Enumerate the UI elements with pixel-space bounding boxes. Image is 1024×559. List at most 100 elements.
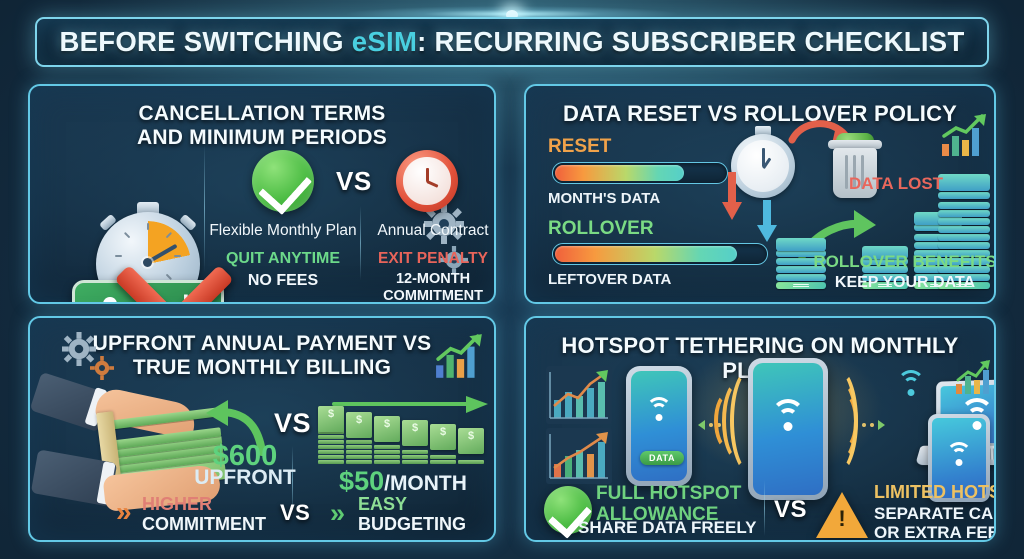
reset-label: RESET — [548, 136, 612, 157]
vs-separator: VS — [336, 166, 372, 196]
blue-arrow-down-icon — [757, 200, 777, 242]
commitment-badge-sub: COMMITMENT — [142, 514, 266, 534]
wifi-icon — [643, 397, 675, 421]
exit-sign-label: LYEXIT — [182, 290, 213, 304]
signal-wave-icon — [818, 368, 858, 474]
transfer-dots-right — [862, 420, 885, 430]
gear-icon-small — [440, 246, 468, 274]
wifi-icon — [767, 399, 809, 431]
divider-left — [204, 144, 205, 272]
sim-stack-small-icon — [862, 246, 908, 290]
rollover-progress-bar[interactable] — [552, 243, 768, 265]
leftover-data-caption: LEFTOVER DATA — [548, 271, 672, 288]
vs-separator-top: VS — [274, 408, 312, 438]
phone-icon-left: DATA — [626, 366, 692, 486]
green-arrow-right-icon — [332, 396, 488, 413]
phone-screen — [753, 363, 823, 495]
stopwatch-icon — [726, 122, 800, 200]
green-arrow-left-icon — [206, 400, 266, 456]
vs-separator: VS — [774, 496, 808, 523]
stopwatch-pin — [143, 258, 152, 267]
bar-chart-icon — [546, 428, 612, 484]
chevron-right-icon: » — [330, 498, 345, 528]
signal-wave-icon — [714, 392, 742, 450]
full-hotspot-headline: FULL HOTSPOT ALLOWANCE — [596, 483, 742, 525]
page-title: BEFORE SWITCHING eSIM: RECURRING SUBSCRI… — [59, 26, 964, 58]
banknote-stack — [402, 420, 428, 464]
title-part1: BEFORE SWITCHING — [59, 26, 352, 57]
monthly-amount-group: $50/MONTH — [318, 466, 488, 497]
red-arrow-down-icon — [722, 172, 742, 220]
panel-cancellation-terms: CANCELLATION TERMS AND MINIMUM PERIODS — [28, 84, 496, 304]
wifi-icon — [943, 442, 975, 466]
rollover-label: ROLLOVER — [548, 218, 654, 239]
annual-contract-label: Annual Contract — [377, 222, 489, 239]
gear-icon — [62, 332, 96, 366]
months-data-caption: MONTH'S DATA — [548, 190, 661, 207]
warning-triangle-icon — [816, 492, 868, 538]
divider-mid — [292, 446, 293, 514]
red-clock-icon — [396, 150, 458, 212]
panel-cancellation-title: CANCELLATION TERMS AND MINIMUM PERIODS — [137, 102, 387, 149]
bar-chart-up-icon — [436, 334, 482, 378]
running-man-icon — [86, 297, 130, 302]
panel-data-reset-rollover: DATA RESET VS ROLLOVER POLICY RESET MONT… — [524, 84, 996, 304]
no-fees-sub: NO FEES — [247, 272, 319, 289]
line-chart-icon — [546, 366, 612, 424]
stopwatch-tick — [115, 255, 122, 257]
wifi-icon-floating — [894, 370, 928, 396]
bar-chart-up-icon — [956, 360, 990, 394]
trash-lid — [828, 140, 882, 149]
data-badge: DATA — [640, 451, 685, 465]
upfront-unit: UPFRONT — [194, 466, 296, 489]
reset-progress-bar[interactable] — [552, 162, 728, 184]
budgeting-badge-sub: BUDGETING — [358, 514, 466, 534]
gear-icon-small — [90, 356, 114, 380]
rollover-progress-fill — [555, 246, 737, 262]
panel-upfront-vs-monthly: UPFRONT ANNUAL PAYMENT VS TRUE MONTHLY BI… — [28, 316, 496, 542]
clock-face — [403, 157, 451, 205]
signal-wave-icon — [730, 368, 770, 474]
banknote-stack — [458, 428, 484, 464]
rollover-benefits-label: ROLLOVER BENEFITS — [813, 252, 996, 271]
title-banner: BEFORE SWITCHING eSIM: RECURRING SUBSCRI… — [35, 17, 989, 67]
sim-stack-base-icon — [776, 238, 826, 290]
trash-icon — [826, 130, 884, 200]
title-accent-esim: eSIM — [351, 26, 418, 57]
vs-separator-bottom: VS — [280, 500, 311, 525]
higher-badge: HIGHER — [142, 494, 213, 514]
stopwatch-tick — [174, 255, 181, 257]
monthly-unit: /MONTH — [384, 472, 467, 495]
stopwatch-hand-minute — [762, 148, 765, 167]
banknote-stack — [374, 416, 400, 464]
banknote-stack — [318, 406, 344, 464]
chevron-right-icon: » — [116, 496, 131, 527]
divider-mid — [764, 480, 765, 536]
sim-stack-large-icon — [938, 174, 990, 290]
banknote-stack — [430, 424, 456, 464]
commitment-sub: 12-MONTH COMMITMENT — [383, 271, 483, 304]
quit-anytime-highlight: QUIT ANYTIME — [225, 250, 341, 267]
signal-wave-icon — [722, 380, 756, 462]
banknote-stack — [346, 412, 372, 464]
panel-hotspot-tethering: HOTSPOT TETHERING ON MONTHLY PLANS — [524, 316, 996, 542]
upfront-amount: $600 — [212, 440, 278, 472]
reset-progress-fill — [555, 165, 684, 181]
laptop-icon — [915, 378, 994, 468]
keep-your-data-sub: KEEP YOUR DATA — [834, 274, 976, 291]
flexible-plan-label: Flexible Monthly Plan — [209, 222, 357, 239]
trash-body — [833, 148, 877, 198]
stopwatch-crown — [755, 126, 771, 136]
share-data-freely-sub: SHARE DATA FREELY — [578, 518, 757, 537]
phone-icon-center[interactable] — [748, 358, 828, 500]
exit-penalty-highlight: EXIT PENALTY — [378, 250, 488, 267]
panel-datareset-title: DATA RESET VS ROLLOVER POLICY — [562, 101, 958, 126]
easy-badge: EASY — [358, 494, 408, 514]
panel-payment-title: UPFRONT ANNUAL PAYMENT VS TRUE MONTHLY BI… — [92, 332, 432, 379]
green-check-icon — [544, 486, 592, 534]
wifi-icon — [956, 398, 994, 430]
divider-mid — [360, 206, 361, 280]
monthly-amount: $50 — [339, 466, 385, 496]
